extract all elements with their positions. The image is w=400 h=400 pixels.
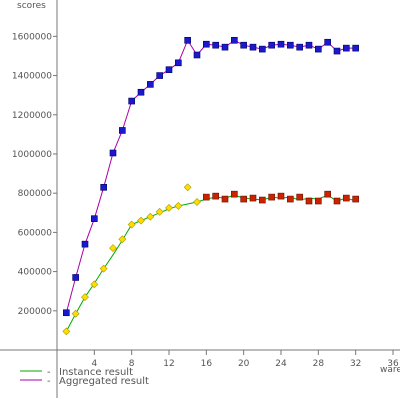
data-point-series-1 (212, 41, 219, 49)
data-point-series-1 (315, 45, 322, 53)
data-point-series-1 (324, 38, 331, 46)
data-point-series-3 (352, 195, 359, 203)
data-point-series-2 (146, 212, 155, 221)
data-point-series-3 (333, 197, 341, 205)
data-point-series-3 (305, 197, 313, 205)
legend: - Instance result - Aggregated result (20, 367, 149, 387)
data-point-series-1 (156, 72, 163, 79)
data-point-series-2 (81, 293, 89, 301)
x-tick-label: 12 (163, 359, 174, 369)
data-point-series-1 (72, 274, 79, 281)
data-point-series-1 (305, 41, 313, 49)
data-point-series-1 (296, 43, 303, 51)
data-point-series-3 (287, 195, 294, 203)
data-point-series-2 (90, 280, 99, 289)
legend-prefix: - (47, 376, 51, 387)
data-point-series-1 (277, 40, 285, 48)
y-tick-label: 800000 (18, 189, 53, 199)
data-point-series-3 (296, 193, 303, 201)
y-tick-label: 1600000 (12, 32, 52, 42)
legend-item-aggregated: - Aggregated result (20, 376, 149, 387)
data-point-series-1 (165, 66, 173, 73)
data-point-series-1 (240, 41, 247, 49)
data-point-series-2 (127, 220, 136, 229)
axis-ticks: 4 8 12 16 20 24 28 32 36 200000 400000 600000 800000… (12, 32, 399, 369)
data-point-series-3 (231, 190, 238, 198)
data-point-series-1 (184, 36, 191, 44)
x-tick-label: 32 (350, 359, 361, 369)
data-point-series-1 (203, 40, 210, 48)
data-point-series-1 (175, 59, 182, 67)
legend-prefix: - (47, 367, 51, 378)
series-lines (65, 39, 356, 332)
data-point-series-3 (240, 195, 247, 203)
y-tick-label: 600000 (18, 228, 53, 238)
data-point-series-2 (71, 309, 80, 318)
legend-label-instance: Instance result (59, 367, 133, 378)
data-point-series-3 (221, 195, 229, 203)
data-point-series-1 (128, 97, 135, 105)
x-tick-label: 20 (238, 359, 250, 369)
data-point-series-1 (343, 44, 350, 52)
series-markers (62, 36, 359, 336)
series-line-1 (65, 39, 356, 313)
x-tick-label: 16 (201, 359, 213, 369)
x-tick-label: 8 (129, 359, 135, 369)
data-point-series-2 (109, 244, 117, 252)
data-point-series-1 (287, 41, 294, 49)
data-point-series-3 (343, 194, 350, 202)
y-tick-label: 1000000 (12, 150, 52, 160)
data-point-series-1 (221, 43, 229, 51)
data-point-series-2 (183, 183, 192, 192)
data-point-series-1 (81, 240, 89, 248)
data-point-series-1 (249, 43, 257, 51)
data-point-series-3 (277, 192, 285, 200)
data-point-series-2 (99, 264, 108, 273)
data-point-series-1 (100, 184, 107, 191)
y-tick-label: 400000 (18, 268, 53, 278)
data-point-series-1 (333, 47, 341, 55)
data-point-series-1 (91, 215, 98, 222)
data-point-series-3 (203, 193, 210, 201)
x-tick-label: 24 (275, 359, 287, 369)
data-point-series-3 (315, 197, 322, 205)
y-axis-title: scores (17, 1, 46, 11)
data-point-series-2 (174, 201, 183, 210)
x-tick-label: 36 (387, 359, 399, 369)
y-tick-label: 1400000 (12, 72, 52, 82)
data-point-series-1 (109, 149, 117, 157)
data-point-series-2 (155, 207, 164, 216)
y-tick-label: 1200000 (12, 111, 52, 121)
data-point-series-2 (62, 327, 71, 336)
data-point-series-2 (118, 235, 127, 244)
y-tick-label: 200000 (18, 307, 53, 317)
data-point-series-2 (165, 203, 173, 212)
data-point-series-3 (324, 190, 331, 198)
x-tick-label: 28 (313, 359, 325, 369)
data-point-series-1 (119, 127, 126, 134)
legend-item-instance: - Instance result (20, 367, 133, 378)
data-point-series-1 (147, 81, 154, 88)
x-axis-title: warehouses (380, 365, 400, 375)
data-point-series-1 (231, 36, 238, 44)
data-point-series-2 (193, 198, 201, 206)
data-point-series-3 (249, 194, 257, 202)
data-point-series-1 (193, 51, 201, 59)
data-point-series-1 (352, 44, 359, 52)
data-point-series-1 (259, 45, 266, 53)
series-line-0 (65, 194, 356, 332)
legend-label-aggregated: Aggregated result (59, 376, 149, 387)
data-point-series-1 (268, 41, 275, 49)
data-point-series-2 (137, 216, 145, 225)
data-point-series-3 (268, 193, 275, 201)
x-tick-label: 4 (91, 359, 97, 369)
data-point-series-1 (137, 88, 145, 96)
data-point-series-1 (63, 309, 70, 317)
data-point-series-3 (259, 196, 266, 204)
data-point-series-3 (212, 192, 219, 200)
